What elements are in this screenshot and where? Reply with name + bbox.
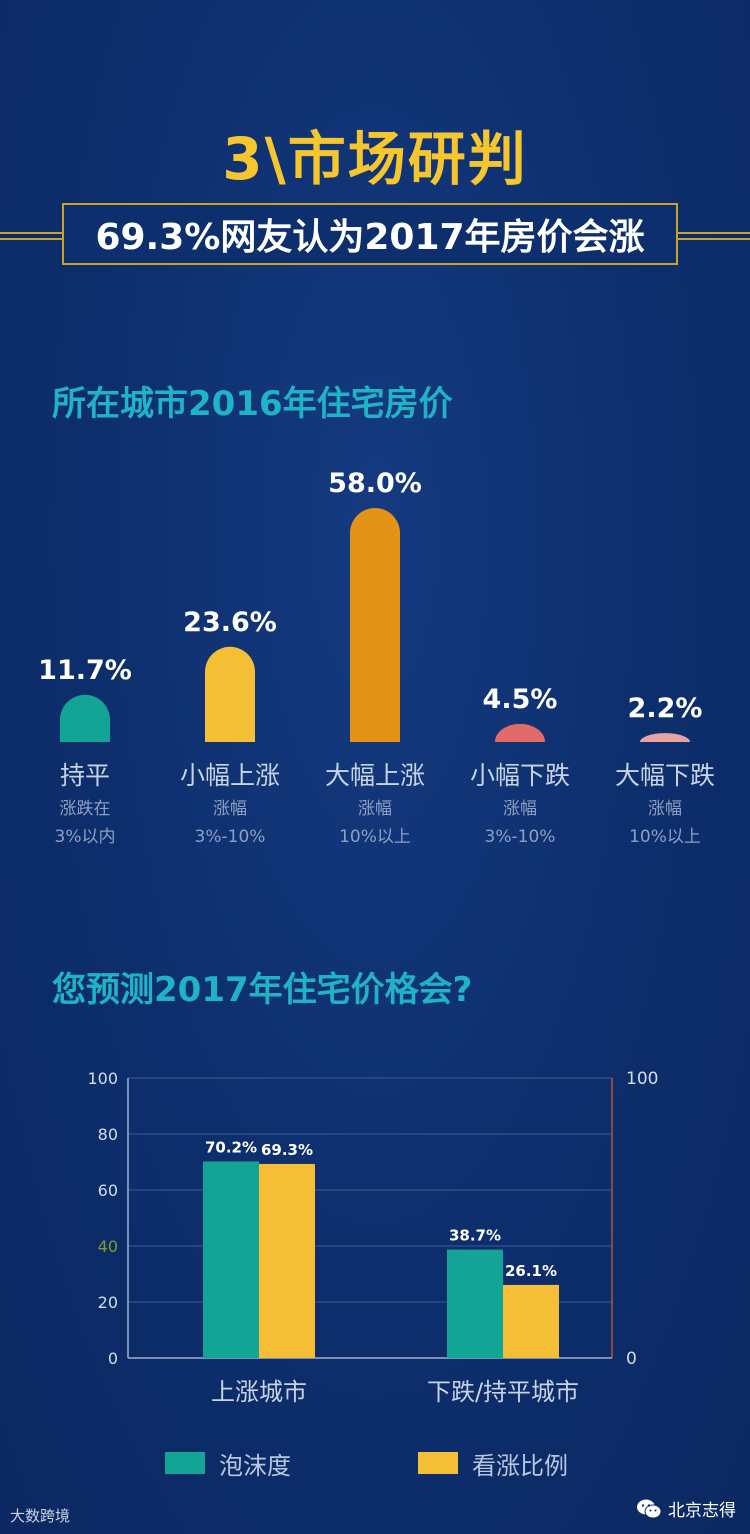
legend-item-bullish: 看涨比例 (418, 1448, 568, 1480)
chart2-value-label: 38.7% (449, 1227, 501, 1245)
chart1-desc-line2: 3%以内 (55, 827, 116, 847)
chart2-category-label: 上涨城市 (211, 1378, 307, 1406)
chart2-category-label: 下跌/持平城市 (427, 1378, 579, 1406)
chart1-desc-line1: 涨幅 (358, 799, 392, 819)
chart2-bar (447, 1249, 503, 1358)
chart1-bar (640, 733, 690, 742)
chart2-bar (259, 1163, 315, 1358)
chart1-value-label: 23.6% (183, 607, 277, 638)
chart1-category-label: 大幅上涨 (325, 761, 425, 790)
chart2-title: 您预测2017年住宅价格会? (52, 970, 473, 1010)
chart1-value-label: 2.2% (628, 693, 703, 724)
chart1-value-label: 58.0% (328, 468, 422, 499)
chart2-value-label: 69.3% (261, 1141, 313, 1159)
title-rule-left (0, 232, 62, 234)
legend-swatch-teal (165, 1452, 205, 1474)
footer-left-text: 大数跨境 (10, 1507, 71, 1525)
chart1-value-label: 11.7% (38, 655, 132, 686)
chart2-value-label: 26.1% (505, 1262, 557, 1280)
chart2-svg: 0 20 40 60 80 100 0 100 70.2% 69.3% 上涨城市 38.7%26.1%… (87, 1069, 658, 1406)
chart2-y2-tick: 100 (626, 1069, 658, 1089)
legend-swatch-yellow (418, 1452, 458, 1474)
chart2-y-tick: 0 (108, 1349, 118, 1368)
chart1-desc-line1: 涨幅 (213, 799, 247, 819)
footer-right-text: 北京志得 (668, 1501, 736, 1521)
chart1-bar (350, 508, 400, 742)
chart1-desc-line1: 涨幅 (648, 799, 682, 819)
footer-left: 大数跨境 (10, 1505, 70, 1526)
title-rule-right-2 (678, 238, 750, 240)
chart2-bar (503, 1284, 559, 1358)
chart1-category-label: 持平 (60, 761, 110, 790)
footer-right: 北京志得 (636, 1496, 736, 1521)
chart2-y-tick: 80 (98, 1125, 118, 1144)
subtitle-box: 69.3%网友认为2017年房价会涨 (62, 203, 678, 265)
chart2-bar (203, 1161, 259, 1358)
chart1-title: 所在城市2016年住宅房价 (52, 384, 453, 424)
chart1-desc-line2: 3%-10% (485, 827, 556, 847)
chart1-desc-line2: 10%以上 (339, 827, 411, 847)
chart1-desc-line2: 3%-10% (195, 827, 266, 847)
chart2-y-tick: 20 (98, 1293, 118, 1312)
chart1-category-label: 大幅下跌 (615, 761, 715, 790)
chart1-desc-line2: 10%以上 (629, 827, 701, 847)
legend-label-bubble: 泡沫度 (219, 1451, 291, 1480)
chart1-category-label: 小幅上涨 (180, 761, 280, 790)
chart2-y-tick: 100 (87, 1069, 118, 1088)
title-rule-right (678, 232, 750, 234)
chart1-desc-line1: 涨跌在 (60, 799, 111, 819)
chart2-y-tick: 60 (98, 1181, 118, 1200)
section-title: 3\市场研判 (222, 125, 528, 193)
chart1-category-label: 小幅下跌 (470, 761, 570, 790)
wechat-icon (637, 1499, 662, 1518)
chart1-desc-line1: 涨幅 (503, 799, 537, 819)
chart1-bar (60, 694, 110, 742)
subtitle-text: 69.3%网友认为2017年房价会涨 (95, 217, 645, 258)
chart1-bar (205, 646, 255, 742)
chart1-bar (495, 723, 545, 742)
title-rule-left-2 (0, 238, 62, 240)
legend-item-bubble: 泡沫度 (165, 1448, 291, 1480)
legend-label-bullish: 看涨比例 (472, 1451, 568, 1480)
chart2-y-tick: 40 (98, 1237, 118, 1256)
chart1-value-label: 4.5% (483, 684, 558, 715)
chart2-value-label: 70.2% (205, 1138, 257, 1156)
chart2-y2-tick: 0 (626, 1349, 637, 1369)
